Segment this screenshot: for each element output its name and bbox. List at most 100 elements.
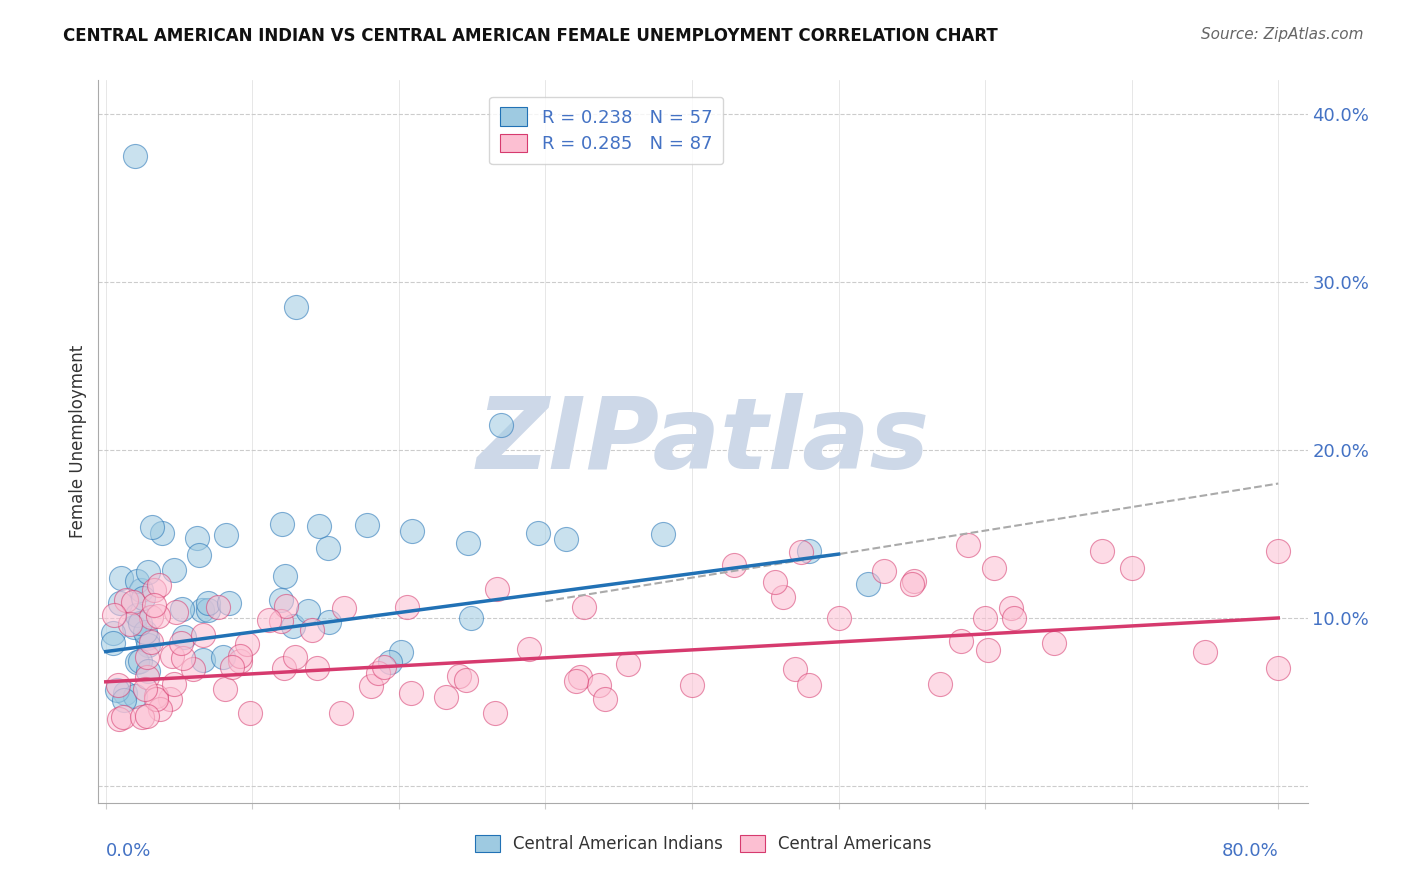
Point	[129, 654, 152, 668]
Point	[138, 638, 160, 652]
Point	[170, 602, 193, 616]
Point	[983, 560, 1005, 574]
Point	[281, 619, 304, 633]
Point	[270, 516, 292, 531]
Text: 0.0%: 0.0%	[105, 842, 150, 860]
Point	[103, 625, 125, 640]
Point	[221, 660, 243, 674]
Point	[191, 603, 214, 617]
Text: CENTRAL AMERICAN INDIAN VS CENTRAL AMERICAN FEMALE UNEMPLOYMENT CORRELATION CHAR: CENTRAL AMERICAN INDIAN VS CENTRAL AMERI…	[63, 27, 998, 45]
Point	[903, 574, 925, 588]
Text: 80.0%: 80.0%	[1222, 842, 1278, 860]
Point	[318, 615, 340, 629]
Point	[114, 686, 136, 700]
Point	[118, 617, 141, 632]
Point	[976, 642, 998, 657]
Point	[146, 609, 169, 624]
Point	[491, 417, 513, 432]
Point	[308, 519, 330, 533]
Point	[356, 517, 378, 532]
Point	[1042, 636, 1064, 650]
Point	[270, 593, 292, 607]
Point	[103, 607, 125, 622]
Point	[197, 596, 219, 610]
Point	[159, 691, 181, 706]
Text: ZIPatlas: ZIPatlas	[477, 393, 929, 490]
Point	[651, 527, 673, 541]
Point	[110, 571, 132, 585]
Point	[527, 525, 550, 540]
Point	[115, 593, 138, 607]
Point	[460, 610, 482, 624]
Point	[236, 637, 259, 651]
Point	[112, 692, 135, 706]
Point	[165, 605, 187, 619]
Point	[270, 615, 292, 629]
Point	[193, 628, 215, 642]
Point	[554, 533, 576, 547]
Text: Source: ZipAtlas.com: Source: ZipAtlas.com	[1201, 27, 1364, 42]
Point	[136, 632, 159, 646]
Point	[790, 545, 813, 559]
Point	[827, 611, 849, 625]
Point	[105, 683, 128, 698]
Point	[783, 662, 806, 676]
Point	[763, 575, 786, 590]
Point	[150, 525, 173, 540]
Point	[301, 623, 323, 637]
Point	[273, 661, 295, 675]
Point	[138, 565, 160, 579]
Point	[131, 710, 153, 724]
Point	[129, 583, 152, 598]
Point	[957, 538, 980, 552]
Point	[447, 669, 470, 683]
Point	[389, 645, 412, 659]
Point	[135, 708, 157, 723]
Point	[574, 600, 596, 615]
Point	[1267, 661, 1289, 675]
Point	[141, 609, 163, 624]
Point	[373, 660, 395, 674]
Point	[101, 636, 124, 650]
Point	[1000, 600, 1022, 615]
Point	[484, 706, 506, 720]
Point	[136, 650, 159, 665]
Point	[396, 599, 419, 614]
Point	[799, 678, 821, 692]
Point	[148, 578, 170, 592]
Point	[772, 590, 794, 604]
Point	[186, 531, 208, 545]
Point	[125, 655, 148, 669]
Point	[681, 678, 703, 692]
Point	[284, 649, 307, 664]
Point	[329, 706, 352, 720]
Y-axis label: Female Unemployment: Female Unemployment	[69, 345, 87, 538]
Point	[136, 664, 159, 678]
Point	[214, 681, 236, 696]
Point	[125, 574, 148, 588]
Point	[1091, 543, 1114, 558]
Point	[143, 583, 166, 598]
Point	[127, 607, 149, 622]
Point	[193, 653, 215, 667]
Point	[181, 662, 204, 676]
Point	[173, 630, 195, 644]
Point	[378, 655, 401, 669]
Point	[239, 706, 262, 721]
Point	[257, 613, 280, 627]
Point	[873, 564, 896, 578]
Point	[517, 642, 540, 657]
Point	[188, 549, 211, 563]
Point	[1267, 543, 1289, 558]
Point	[145, 691, 167, 706]
Point	[139, 635, 162, 649]
Point	[141, 520, 163, 534]
Point	[486, 582, 509, 597]
Legend: Central American Indians, Central Americans: Central American Indians, Central Americ…	[468, 828, 938, 860]
Point	[617, 657, 640, 671]
Point	[162, 648, 184, 663]
Point	[107, 712, 129, 726]
Point	[128, 615, 150, 630]
Point	[401, 524, 423, 538]
Point	[723, 558, 745, 572]
